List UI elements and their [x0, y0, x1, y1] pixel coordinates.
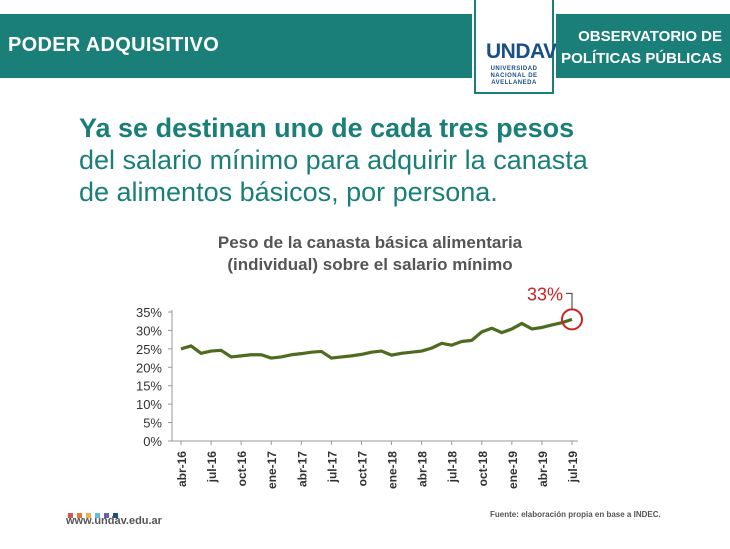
logo-line-2: NACIONAL DE — [490, 73, 538, 79]
y-tick-label: 0% — [143, 434, 162, 449]
headline-line-3: de alimentos básicos, por persona. — [79, 177, 498, 207]
observatory-line-1: OBSERVATORIO DE — [578, 28, 722, 45]
series-line — [180, 317, 573, 360]
logo-line-3: AVELLANEDA — [491, 80, 537, 86]
x-tick-label: oct-17 — [355, 451, 369, 487]
x-tick-label: oct-16 — [235, 451, 249, 487]
brand-dots — [68, 505, 122, 523]
brand-dot — [113, 513, 118, 518]
x-tick-label: jul-19 — [566, 451, 580, 484]
x-tick-label: abr-19 — [536, 451, 550, 487]
x-tick-label: oct-18 — [476, 451, 490, 487]
x-tick-label: jul-18 — [446, 451, 460, 484]
section-title: PODER ADQUISITIVO — [8, 34, 220, 56]
y-tick-label: 20% — [136, 360, 162, 375]
annotation-leader — [566, 292, 573, 310]
chart-title-block: Peso de la canasta básica alimentaria (i… — [150, 232, 590, 276]
x-tick-label: jul-17 — [325, 451, 339, 484]
x-tick-label: abr-17 — [295, 451, 309, 487]
annotation-label: 33% — [527, 284, 563, 304]
brand-dot — [77, 513, 82, 518]
y-tick-label: 15% — [136, 379, 162, 394]
header-bar: PODER ADQUISITIVO UNDAV UNIVERSIDAD NACI… — [0, 0, 730, 94]
headline: Ya se destinan uno de cada tres pesos de… — [79, 112, 588, 208]
x-tick-label: abr-16 — [175, 451, 189, 487]
brand-dot — [68, 513, 73, 518]
logo-line-1: UNIVERSIDAD — [490, 66, 538, 72]
x-tick-label: ene-17 — [265, 451, 279, 489]
brand-dot — [104, 513, 109, 518]
y-tick-label: 35% — [136, 305, 162, 320]
website-link[interactable]: www.undav.edu.ar — [66, 515, 162, 527]
y-tick-label: 30% — [136, 323, 162, 338]
section-banner: PODER ADQUISITIVO — [0, 14, 472, 78]
observatory-banner: OBSERVATORIO DE POLÍTICAS PÚBLICAS — [556, 14, 730, 78]
brand-dot — [86, 513, 91, 518]
brand-dot — [95, 513, 100, 518]
y-tick-label: 25% — [136, 342, 162, 357]
y-tick-label: 5% — [143, 416, 162, 431]
observatory-line-2: POLÍTICAS PÚBLICAS — [561, 50, 722, 67]
line-chart: 35% 30% 25% 20% 15% 10% 5% 0% abr-16 jul-16 oct-16… — [136, 284, 583, 489]
x-tick-label: jul-16 — [205, 451, 219, 484]
x-tick-label: abr-18 — [416, 451, 430, 487]
undav-logo[interactable]: UNDAV UNIVERSIDAD NACIONAL DE AVELLANEDA — [474, 0, 557, 94]
chart-title: Peso de la canasta básica alimentaria — [217, 233, 523, 252]
source-note: Fuente: elaboración propia en base a IND… — [490, 510, 661, 519]
x-tick-label: ene-18 — [386, 451, 400, 489]
chart-subtitle: (individual) sobre el salario mínimo — [227, 255, 513, 274]
y-tick-label: 10% — [136, 397, 162, 412]
logo-mark: UNDAV — [486, 40, 557, 63]
headline-bold: Ya se destinan uno de cada tres pesos — [79, 113, 575, 143]
headline-line-2: del salario mínimo para adquirir la cana… — [79, 145, 588, 175]
x-tick-label: ene-19 — [506, 451, 520, 489]
